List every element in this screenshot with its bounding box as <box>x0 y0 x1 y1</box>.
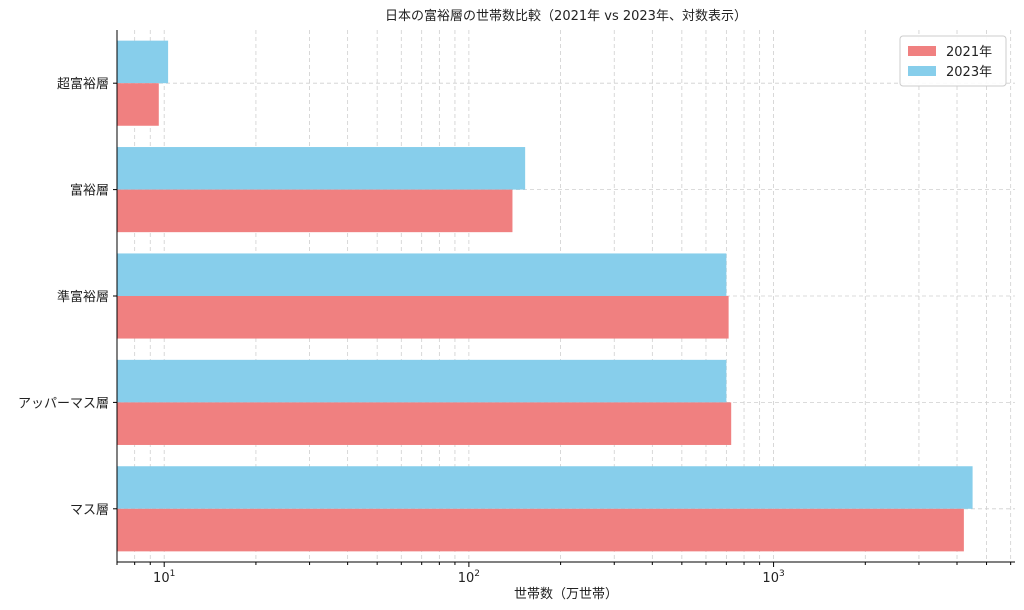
chart-title: 日本の富裕層の世帯数比較（2021年 vs 2023年、対数表示） <box>385 8 747 24</box>
x-axis-label: 世帯数（万世帯） <box>514 587 618 602</box>
legend-swatch <box>908 46 936 56</box>
bar-2021 <box>117 508 964 552</box>
bar-2023 <box>117 147 526 190</box>
x-tick-label: 101 <box>153 569 175 586</box>
category-label: 超富裕層 <box>57 76 109 92</box>
bars-layer <box>117 40 973 552</box>
legend: 2021年 2023年 <box>899 35 1007 87</box>
axes-layer <box>113 30 1015 567</box>
legend-swatch <box>908 66 936 76</box>
legend-entry: 2023年 <box>946 65 992 80</box>
bar-2023 <box>117 253 727 296</box>
category-label: 富裕層 <box>70 183 109 199</box>
bar-2021 <box>117 402 732 445</box>
category-label: マス層 <box>70 503 109 518</box>
bar-2021 <box>117 296 729 339</box>
bar-2021 <box>117 83 159 126</box>
category-label: 準富裕層 <box>57 289 109 305</box>
bar-2021 <box>117 189 513 233</box>
bar-2023 <box>117 359 727 403</box>
bar-2023 <box>117 40 169 84</box>
x-tick-label: 102 <box>458 569 480 586</box>
x-tick-label: 103 <box>762 569 784 586</box>
bar-2023 <box>117 466 973 509</box>
category-label: アッパーマス層 <box>18 396 109 411</box>
legend-entry: 2021年 <box>946 45 992 60</box>
